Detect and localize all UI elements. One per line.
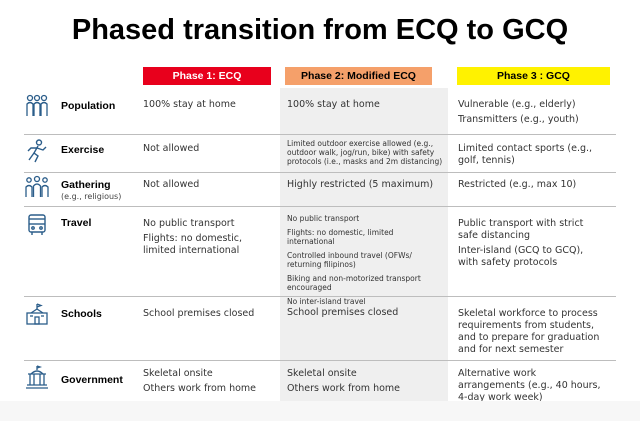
population-phase-3-line-1: Vulnerable (e.g., elderly): [458, 99, 576, 110]
bus-icon: [24, 213, 50, 237]
page-title: Phased transition from ECQ to GCQ: [71, 14, 569, 46]
page-footer-band: [0, 401, 640, 421]
row-label-travel: Travel: [61, 217, 92, 229]
travel-phase-3-line-4: with safety protocols: [458, 257, 558, 268]
government-phase-1-line-1: Skeletal onsite: [143, 368, 213, 379]
travel-phase-2-line-7: encouraged: [287, 283, 332, 292]
exercise-phase-3-line-2: golf, tennis): [458, 155, 515, 166]
population-phase-3-line-2: Transmitters (e.g., youth): [458, 114, 579, 125]
phase-3-header: Phase 3 : GCQ: [457, 67, 610, 85]
travel-phase-3-line-1: Public transport with strict: [458, 218, 584, 229]
group-icon: [24, 175, 50, 199]
government-phase-2-line-1: Skeletal onsite: [287, 368, 357, 379]
schools-phase-2: School premises closed: [287, 307, 399, 318]
row-label-gathering: Gathering: [61, 179, 111, 191]
row-divider: [24, 296, 616, 297]
travel-phase-2-line-3: international: [287, 237, 335, 246]
schools-phase-3-line-2: requirements from students,: [458, 320, 595, 331]
travel-phase-2-line-2: Flights: no domestic, limited: [287, 228, 394, 237]
government-phase-3-line-2: arrangements (e.g., 40 hours,: [458, 380, 601, 391]
gathering-phase-3: Restricted (e.g., max 10): [458, 179, 577, 190]
row-divider: [24, 360, 616, 361]
row-divider: [24, 134, 616, 135]
row-label-population: Population: [61, 100, 116, 112]
government-phase-2-line-2: Others work from home: [287, 383, 401, 394]
travel-phase-2-line-8: No inter-island travel: [287, 297, 366, 306]
row-label-schools: Schools: [61, 308, 102, 320]
gathering-phase-1: Not allowed: [143, 179, 200, 190]
exercise-phase-2-line-2: outdoor walk, jog/run, bike) with safety: [287, 148, 435, 157]
schools-phase-3-line-1: Skeletal workforce to process: [458, 308, 598, 319]
government-phase-3-line-1: Alternative work: [458, 368, 537, 379]
exercise-phase-2-line-3: protocols (i.e., masks and 2m distancing…: [287, 157, 443, 166]
schools-phase-3-line-4: and for next semester: [458, 344, 564, 355]
row-label-exercise: Exercise: [61, 144, 105, 156]
phase-2-column-background: [280, 88, 448, 401]
row-sublabel-gathering: (e.g., religious): [61, 192, 122, 201]
travel-phase-2-line-6: Biking and non-motorized transport: [287, 274, 421, 283]
exercise-phase-1: Not allowed: [143, 143, 200, 154]
government-building-icon: [24, 365, 50, 389]
phase-2-header: Phase 2: Modified ECQ: [285, 67, 432, 85]
travel-phase-2-line-1: No public transport: [287, 214, 360, 223]
travel-phase-1-line-2: Flights: no domestic,: [143, 233, 243, 244]
exercise-phase-3-line-1: Limited contact sports (e.g.,: [458, 143, 593, 154]
travel-phase-3-line-3: Inter-island (GCQ to GCQ),: [458, 245, 584, 256]
row-divider: [24, 172, 616, 173]
travel-phase-1-line-3: limited international: [143, 245, 240, 256]
travel-phase-2-line-5: returning filipinos): [287, 260, 356, 269]
population-phase-1: 100% stay at home: [143, 99, 236, 110]
phase-1-header: Phase 1: ECQ: [143, 67, 271, 85]
school-icon: [24, 302, 50, 326]
exercise-phase-2-line-1: Limited outdoor exercise allowed (e.g.,: [287, 139, 434, 148]
travel-phase-3-line-2: safe distancing: [458, 230, 531, 241]
people-icon: [24, 94, 50, 118]
row-label-government: Government: [61, 374, 123, 386]
travel-phase-1-line-1: No public transport: [143, 218, 235, 229]
population-phase-2: 100% stay at home: [287, 99, 380, 110]
travel-phase-2-line-4: Controlled inbound travel (OFWs/: [287, 251, 412, 260]
government-phase-3-line-3: 4-day work week): [458, 392, 543, 403]
gathering-phase-2: Highly restricted (5 maximum): [287, 179, 434, 190]
government-phase-1-line-2: Others work from home: [143, 383, 257, 394]
row-divider: [24, 206, 616, 207]
schools-phase-1: School premises closed: [143, 308, 255, 319]
schools-phase-3-line-3: and to prepare for graduation: [458, 332, 600, 343]
runner-icon: [24, 139, 50, 163]
